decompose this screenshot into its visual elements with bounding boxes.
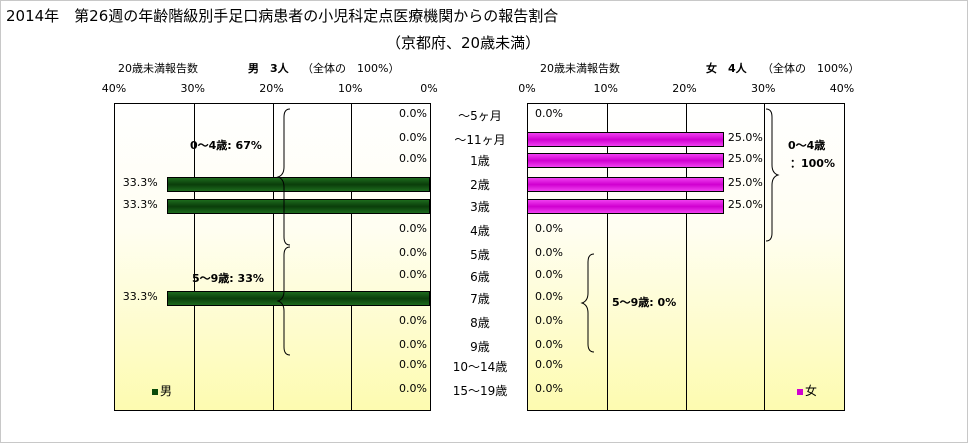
right-ticks-tick-4: 40%: [829, 82, 855, 95]
female-data-label: 0.0%: [535, 268, 563, 281]
plot-left-gridline-1: [194, 104, 195, 410]
left-total-note: （全体の 100%）: [302, 62, 400, 75]
female-data-label: 25.0%: [727, 152, 763, 165]
category-label: 6歳: [470, 270, 490, 284]
male-data-label: 0.0%: [399, 107, 427, 120]
male-data-label: 0.0%: [399, 338, 427, 351]
female-legend-label: 女: [805, 384, 818, 398]
female-bar: [527, 132, 724, 147]
female-data-label: 0.0%: [535, 290, 563, 303]
category-label: 7歳: [470, 292, 490, 306]
right-ticks-tick-0: 0%: [518, 82, 536, 95]
female-data-label: 0.0%: [535, 222, 563, 235]
male-data-label: 0.0%: [399, 382, 427, 395]
female-data-label: 25.0%: [727, 198, 763, 211]
category-label: 1歳: [470, 154, 490, 168]
male-data-label: 0.0%: [399, 268, 427, 281]
plot-right-gridline-3: [764, 104, 765, 410]
right-ticks-tick-1: 10%: [593, 82, 618, 95]
male-data-label: 0.0%: [399, 152, 427, 165]
left-group-label-5-9: 5～9歳: 33%: [192, 272, 264, 285]
left-group-label-0-4: 0～4歳: 67%: [190, 139, 262, 152]
left-legend: 男: [152, 382, 172, 399]
plot-left-gridline-2: [273, 104, 274, 410]
plot-right-gridline-1: [607, 104, 608, 410]
female-data-label: 0.0%: [535, 358, 563, 371]
left-ticks-tick-3: 10%: [338, 82, 363, 95]
male-data-label: 33.3%: [122, 198, 158, 211]
female-bar: [527, 199, 724, 214]
female-data-label: 25.0%: [727, 176, 763, 189]
category-label: 2歳: [470, 178, 490, 192]
right-group-label-5-9: 5～9歳: 0%: [612, 296, 677, 309]
male-data-label: 0.0%: [399, 131, 427, 144]
category-label: ～5ヶ月: [458, 109, 502, 123]
male-data-label: 0.0%: [399, 246, 427, 259]
right-group-label-0-4: 0～4歳: [788, 139, 826, 152]
plot-right-gridline-2: [686, 104, 687, 410]
right-brace-5-9: [580, 253, 595, 353]
male-bar: [166, 177, 430, 192]
category-label: 10～14歳: [452, 360, 508, 374]
right-group-label-100: ：100%: [790, 157, 835, 170]
male-bar: [166, 291, 430, 306]
right-total-note: （全体の 100%）: [762, 62, 860, 75]
category-label: 9歳: [470, 340, 490, 354]
category-label: 5歳: [470, 248, 490, 262]
left-ticks-tick-1: 30%: [180, 82, 205, 95]
female-bar: [527, 153, 724, 168]
female-data-label: 0.0%: [535, 107, 563, 120]
right-legend: 女: [797, 382, 817, 399]
chart-title: 2014年 第26週の年齢階級別手足口病患者の小児科定点医療機関からの報告割合: [6, 7, 559, 25]
male-data-label: 0.0%: [399, 314, 427, 327]
right-ticks-tick-3: 30%: [751, 82, 776, 95]
female-legend-swatch: [797, 388, 803, 395]
male-data-label: 33.3%: [122, 176, 158, 189]
male-legend-swatch: [152, 388, 158, 395]
male-plot-area: [114, 103, 431, 411]
category-label: 4歳: [470, 224, 490, 238]
male-data-label: 33.3%: [122, 290, 158, 303]
female-data-label: 0.0%: [535, 314, 563, 327]
female-data-label: 25.0%: [727, 131, 763, 144]
female-data-label: 0.0%: [535, 382, 563, 395]
left-ticks-tick-0: 40%: [101, 82, 127, 95]
left-header-label: 20歳未満報告数: [118, 62, 198, 75]
female-data-label: 0.0%: [535, 338, 563, 351]
left-brace-5-9: [276, 246, 291, 356]
chart-subtitle: （京都府、20歳未満）: [386, 34, 541, 52]
category-label: ～11ヶ月: [454, 133, 506, 147]
category-label: 8歳: [470, 316, 490, 330]
category-label: 3歳: [470, 200, 490, 214]
male-data-label: 0.0%: [399, 222, 427, 235]
male-legend-label: 男: [160, 384, 173, 398]
left-sex-count: 男 3人: [248, 62, 289, 75]
right-sex-count: 女 4人: [706, 62, 747, 75]
female-data-label: 0.0%: [535, 246, 563, 259]
male-data-label: 0.0%: [399, 358, 427, 371]
female-bar: [527, 177, 724, 192]
category-label: 15～19歳: [452, 384, 508, 398]
right-ticks-tick-2: 20%: [672, 82, 697, 95]
left-ticks-tick-2: 20%: [259, 82, 284, 95]
male-bar: [166, 199, 430, 214]
left-ticks-tick-4: 0%: [420, 82, 438, 95]
left-brace-0-4: [276, 108, 291, 246]
right-brace-0-4: [765, 108, 780, 242]
plot-left-gridline-3: [351, 104, 352, 410]
right-header-label: 20歳未満報告数: [540, 62, 620, 75]
